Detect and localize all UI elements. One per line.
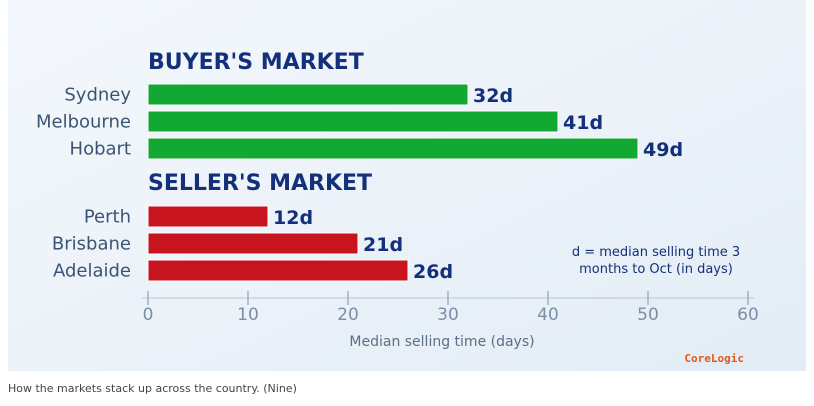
- value-label: 12d: [273, 207, 313, 229]
- x-tick-label: 10: [237, 305, 259, 325]
- group-heading: BUYER'S MARKET: [148, 50, 364, 75]
- chart: Median selling time (days) CoreLogic 0 10…: [8, 0, 806, 371]
- bar: [147, 205, 269, 228]
- x-tick-label: 40: [537, 305, 559, 325]
- category-label: Adelaide: [53, 261, 131, 282]
- category-label: Perth: [84, 207, 131, 228]
- bar: [147, 110, 559, 133]
- x-tick-label: 0: [143, 305, 154, 325]
- value-label: 32d: [473, 85, 513, 107]
- category-label: Melbourne: [36, 112, 131, 133]
- category-label: Hobart: [70, 139, 131, 160]
- bar: [147, 83, 469, 106]
- bar: [147, 137, 639, 160]
- bar: [147, 259, 409, 282]
- x-axis-label: Median selling time (days): [349, 334, 534, 350]
- chart-background: [8, 0, 806, 371]
- value-label: 21d: [363, 234, 403, 256]
- value-label: 49d: [643, 139, 683, 161]
- value-label: 41d: [563, 112, 603, 134]
- value-label: 26d: [413, 261, 453, 283]
- category-label: Brisbane: [52, 234, 131, 255]
- x-tick-label: 60: [737, 305, 759, 325]
- x-tick-label: 50: [637, 305, 659, 325]
- caption: How the markets stack up across the coun…: [8, 382, 297, 395]
- group-heading: SELLER'S MARKET: [148, 171, 372, 196]
- annotation: d = median selling time 3 months to Oct …: [571, 245, 741, 277]
- source-label: CoreLogic: [684, 352, 744, 365]
- x-tick-label: 30: [437, 305, 459, 325]
- category-label: Sydney: [64, 85, 131, 106]
- x-tick-label: 20: [337, 305, 359, 325]
- bar: [147, 232, 359, 255]
